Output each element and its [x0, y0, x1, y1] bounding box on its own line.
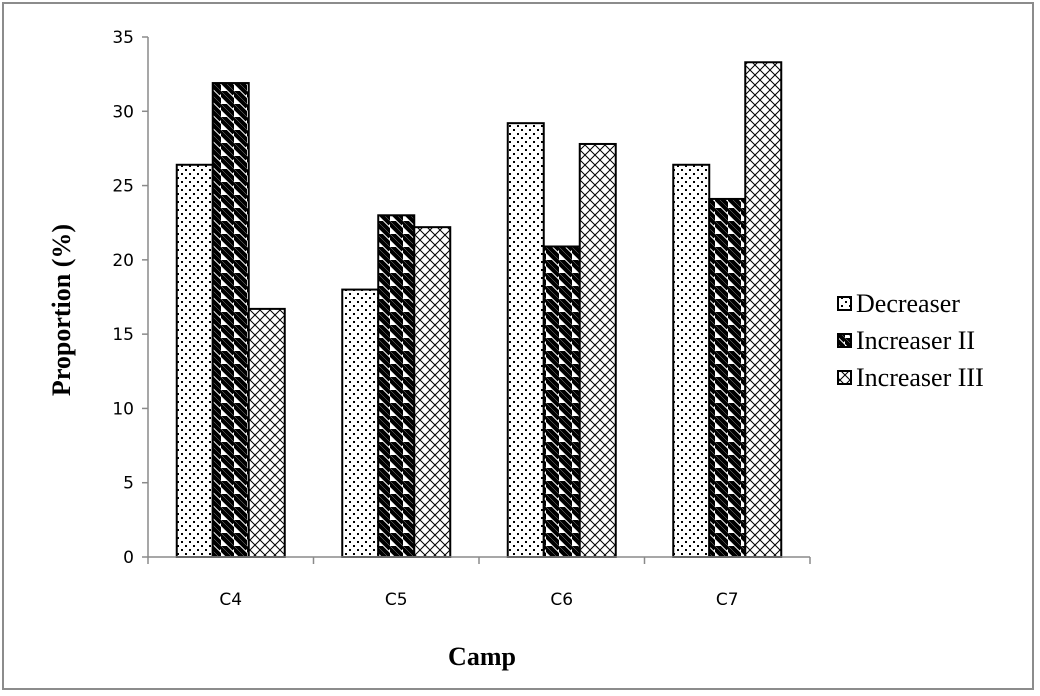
- legend-swatch: [837, 296, 852, 311]
- x-tick-label: C7: [716, 590, 739, 610]
- y-tick-label: 0: [123, 548, 134, 568]
- bar-increaser-ii-c4: [211, 82, 250, 559]
- x-tick-label: C5: [385, 590, 408, 610]
- legend-label: Decreaser: [856, 289, 960, 318]
- bar-increaser-iii-c5: [413, 226, 452, 559]
- bar-increaser-iii-c7: [744, 61, 783, 558]
- y-tick-label: 5: [123, 474, 134, 494]
- y-tick-label: 30: [112, 102, 134, 122]
- bar-increaser-ii-c6: [542, 245, 581, 558]
- x-tick-label: C6: [550, 590, 573, 610]
- y-tick-label: 10: [112, 399, 134, 419]
- bar-decreaser-c6: [506, 122, 545, 559]
- bar-increaser-ii-c5: [377, 214, 416, 559]
- bar-decreaser-c7: [672, 163, 711, 558]
- bar-increaser-ii-c7: [708, 197, 747, 558]
- legend-label: Increaser III: [856, 363, 984, 392]
- y-axis-title: Proportion (%): [47, 224, 76, 396]
- y-axis: 0 5 10 15 20 25 30 35: [112, 28, 149, 568]
- legend: Decreaser Increaser II Increaser III: [837, 289, 984, 392]
- bar-increaser-iii-c6: [578, 142, 617, 558]
- y-tick-label: 20: [112, 251, 134, 271]
- x-axis-title: Camp: [448, 642, 516, 671]
- legend-label: Increaser II: [856, 326, 975, 355]
- bar-decreaser-c5: [341, 288, 380, 558]
- legend-swatch: [837, 370, 852, 385]
- bar-increaser-iii-c4: [247, 307, 286, 558]
- bars-group: [175, 61, 783, 559]
- bar-decreaser-c4: [175, 163, 214, 558]
- legend-swatch: [837, 333, 852, 348]
- x-axis: C4 C5 C6 C7: [147, 556, 811, 610]
- y-tick-label: 25: [112, 177, 134, 197]
- y-tick-label: 35: [112, 28, 134, 48]
- y-tick-label: 15: [112, 325, 134, 345]
- x-tick-label: C4: [219, 590, 242, 610]
